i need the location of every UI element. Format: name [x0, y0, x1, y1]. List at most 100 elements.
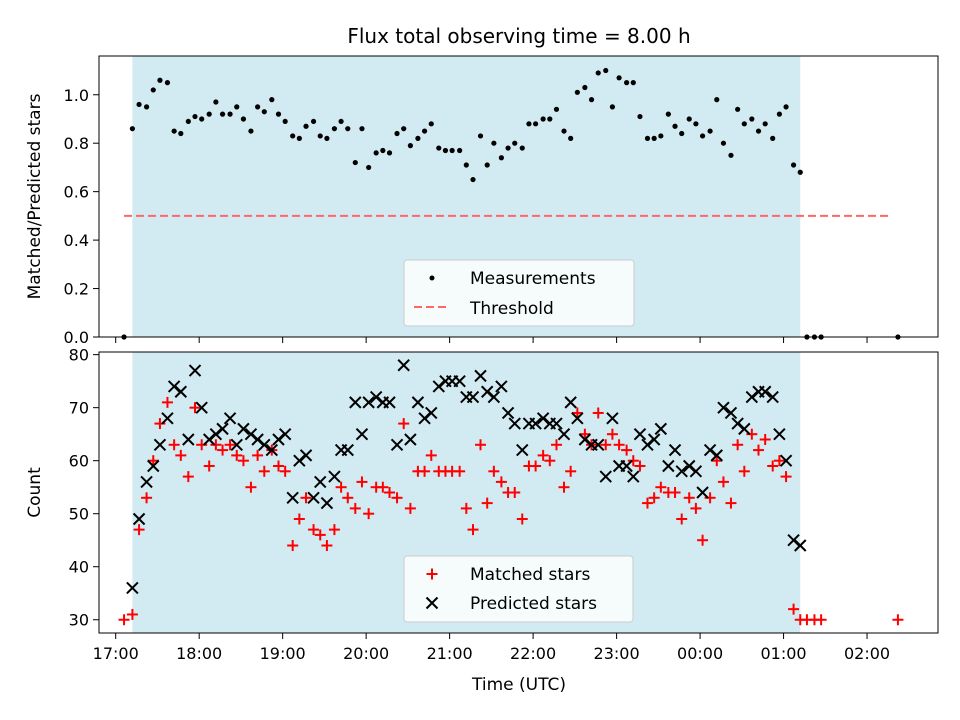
measurement-point — [561, 128, 567, 134]
measurement-point — [672, 123, 678, 129]
matched-star-point — [252, 449, 264, 461]
measurement-point — [296, 135, 302, 141]
measurement-point — [275, 111, 282, 117]
measurement-point — [644, 135, 651, 141]
measurement-point — [630, 80, 636, 86]
predicted-star-point — [355, 427, 369, 441]
measurement-point — [255, 104, 261, 110]
predicted-star-point — [140, 475, 153, 489]
measurement-point — [164, 80, 171, 86]
matched-star-point — [224, 439, 236, 451]
x-tick-label: 22:00 — [510, 644, 556, 663]
predicted-star-point — [592, 438, 605, 451]
measurement-point — [470, 176, 476, 183]
measurement-point — [651, 135, 657, 141]
matched-star-point — [217, 444, 229, 456]
y-tick-label: 30 — [69, 611, 89, 630]
matched-star-point — [182, 471, 194, 483]
measurement-point — [679, 130, 685, 137]
matched-star-point — [773, 455, 785, 467]
measurement-point — [512, 140, 518, 146]
measurement-point — [199, 116, 205, 122]
measurement-point — [463, 162, 469, 168]
legend-threshold-label: Threshold — [469, 299, 554, 319]
matched-star-point — [571, 407, 583, 419]
matched-star-point — [335, 481, 347, 493]
predicted-star-point — [487, 390, 501, 404]
measurement-point — [582, 84, 588, 91]
predicted-star-point — [390, 438, 404, 451]
measurement-point — [421, 128, 428, 134]
matched-star-point — [356, 476, 368, 488]
matched-star-point — [579, 428, 591, 440]
measurement-point — [415, 135, 421, 141]
measurement-point — [616, 75, 622, 81]
measurement-point — [728, 152, 734, 158]
predicted-star-point — [216, 422, 229, 436]
matched-star-point — [544, 455, 556, 467]
predicted-star-point — [230, 438, 243, 451]
legend-predicted-label: Predicted stars — [470, 594, 597, 614]
matched-star-point — [558, 481, 570, 493]
measurement-point — [658, 133, 664, 139]
x-tick-label: 19:00 — [260, 644, 306, 663]
measurement-point — [129, 126, 135, 132]
measurement-point — [380, 147, 386, 154]
measurement-point — [741, 121, 747, 127]
predicted-star-point — [307, 491, 320, 505]
predicted-star-point — [773, 427, 786, 441]
matched-star-point — [690, 502, 702, 514]
matched-star-point — [648, 492, 660, 504]
measurement-point — [797, 169, 803, 175]
measurement-point — [324, 135, 330, 141]
measurement-point — [547, 116, 553, 122]
predicted-star-point — [474, 369, 487, 383]
predicted-star-point — [314, 475, 327, 489]
measurement-point — [407, 143, 413, 149]
measurement-point — [359, 126, 365, 132]
predicted-star-point — [397, 359, 410, 372]
ratio-y-ticks: 0.0 0.2 0.4 0.6 0.8 1.0 — [64, 86, 99, 347]
matched-star-point — [767, 460, 779, 472]
measurement-point — [192, 113, 198, 120]
predicted-star-point — [620, 459, 633, 473]
matched-star-point — [126, 608, 138, 620]
count-x-ticks: 17:00 18:00 19:00 20:00 21:00 22:00 23:00 00:00… — [93, 633, 890, 663]
measurement-point — [394, 130, 400, 137]
matched-star-point — [141, 492, 153, 504]
matched-star-point — [565, 465, 577, 477]
measurement-point — [338, 118, 344, 125]
measurement-point — [436, 145, 442, 151]
matched-star-point — [592, 407, 604, 419]
y-tick-label: 50 — [69, 505, 89, 524]
measurement-point — [449, 147, 455, 154]
measurement-point — [720, 140, 727, 146]
matched-star-point — [384, 487, 396, 498]
matched-star-point — [697, 534, 709, 546]
predicted-star-point — [453, 374, 466, 388]
matched-star-point — [118, 614, 130, 626]
predicted-star-point — [627, 470, 640, 483]
matched-star-point — [272, 460, 284, 472]
measurement-point — [526, 121, 532, 127]
measurement-point — [261, 109, 267, 115]
matched-star-point — [634, 460, 646, 472]
measurement-point — [185, 118, 191, 125]
matched-star-point — [161, 396, 173, 408]
predicted-star-point — [195, 401, 208, 414]
ratio-legend-box — [403, 259, 635, 327]
predicted-star-point — [717, 401, 730, 414]
matched-star-point — [154, 418, 166, 430]
y-tick-label: 70 — [69, 399, 89, 418]
predicted-star-point — [425, 406, 438, 420]
matched-star-point — [725, 497, 737, 509]
predicted-star-point — [564, 396, 577, 409]
matched-star-point — [475, 439, 487, 451]
predicted-star-point — [710, 449, 723, 462]
measurement-point — [574, 89, 580, 95]
predicted-star-point — [161, 412, 174, 425]
predicted-star-point — [675, 465, 688, 478]
x-tick-label: 17:00 — [93, 644, 139, 663]
legend-measurements-marker — [429, 275, 435, 281]
predicted-star-point — [182, 433, 195, 446]
